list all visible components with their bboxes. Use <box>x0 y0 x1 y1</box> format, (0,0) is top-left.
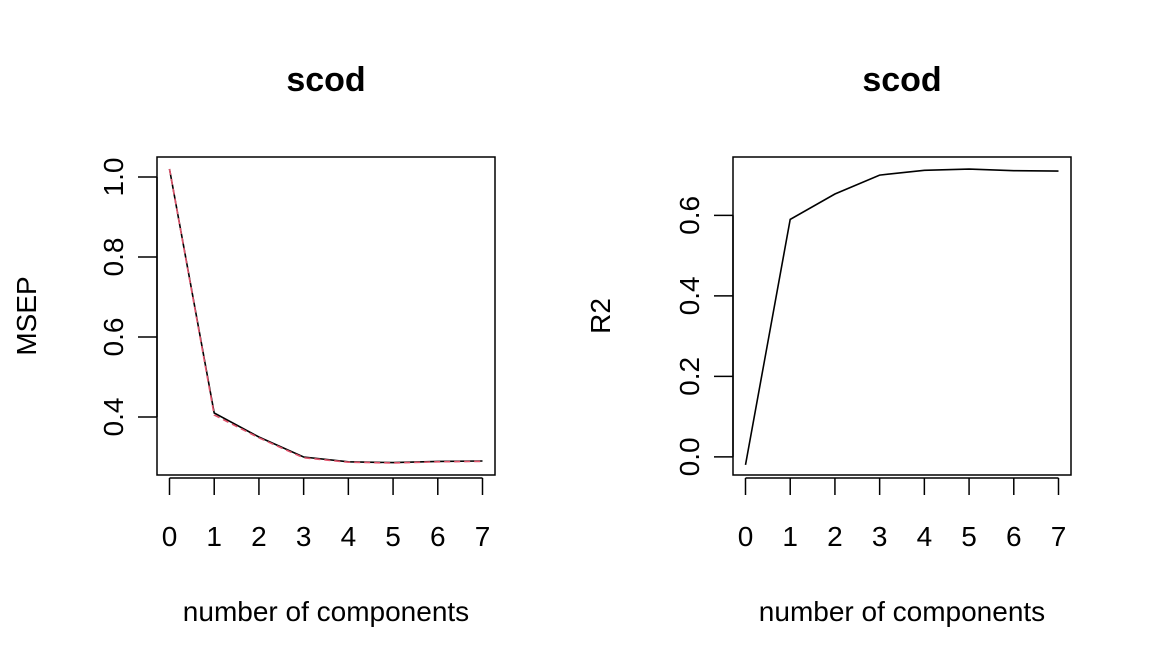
y-tick-label: 0.2 <box>674 357 705 396</box>
x-tick-label: 6 <box>1006 521 1022 552</box>
y-tick-label: 0.4 <box>98 398 129 437</box>
y-axis-label: R2 <box>585 298 616 334</box>
x-tick-label: 0 <box>162 521 178 552</box>
series-group <box>744 168 1059 466</box>
plot-frame <box>156 156 496 476</box>
x-tick-label: 7 <box>1051 521 1067 552</box>
y-axis: 0.0 0.2 0.4 0.6 <box>674 196 734 476</box>
y-axis: 0.4 0.6 0.8 1.0 <box>98 158 158 437</box>
y-axis-label: MSEP <box>11 276 42 355</box>
x-tick-label: 0 <box>738 521 754 552</box>
x-tick-label: 2 <box>827 521 843 552</box>
y-tick-label: 0.0 <box>674 437 705 476</box>
series-line <box>744 168 1059 466</box>
x-tick-label: 1 <box>782 521 798 552</box>
x-tick-label: 3 <box>872 521 888 552</box>
series-line <box>168 168 483 464</box>
x-axis-label: number of components <box>759 596 1045 627</box>
x-tick-label: 4 <box>341 521 357 552</box>
x-tick-label: 4 <box>917 521 933 552</box>
y-tick-label: 0.8 <box>98 238 129 277</box>
series-line <box>168 168 483 464</box>
x-axis-label: number of components <box>183 596 469 627</box>
y-tick-label: 0.6 <box>674 196 705 235</box>
chart-title: scod <box>286 61 365 99</box>
x-tick-label: 1 <box>206 521 222 552</box>
x-tick-label: 2 <box>251 521 267 552</box>
x-tick-label: 5 <box>961 521 977 552</box>
x-tick-label: 3 <box>296 521 312 552</box>
x-tick-label: 5 <box>385 521 401 552</box>
x-tick-label: 7 <box>475 521 491 552</box>
x-tick-label: 6 <box>430 521 446 552</box>
chart-title: scod <box>862 61 941 99</box>
y-tick-label: 1.0 <box>98 158 129 197</box>
plot-frame <box>732 156 1072 476</box>
y-tick-label: 0.6 <box>98 318 129 357</box>
series-group <box>168 168 483 464</box>
y-tick-label: 0.4 <box>674 276 705 315</box>
